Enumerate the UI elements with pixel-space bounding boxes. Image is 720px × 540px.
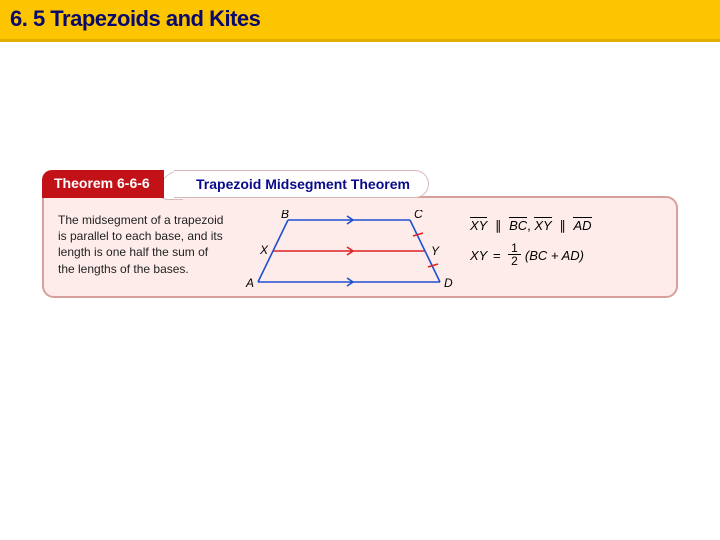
fraction-half: 1 2	[508, 242, 521, 268]
seg-bc: BC	[509, 218, 527, 233]
diagram-svg: B C Y D A X	[234, 210, 462, 296]
theorem-box: Theorem 6-6-6 Trapezoid Midsegment Theor…	[42, 170, 678, 298]
seg-ad: AD	[573, 218, 591, 233]
vertex-Y: Y	[431, 244, 440, 258]
theorem-number-tab: Theorem 6-6-6	[42, 170, 164, 198]
parallel-symbol-1: ∥	[495, 218, 502, 234]
section-title: 6. 5 Trapezoids and Kites	[10, 6, 710, 32]
vertex-C: C	[414, 210, 423, 221]
parallel-relations: XY ∥ BC, XY ∥ AD	[470, 218, 664, 234]
theorem-title-tab: Trapezoid Midsegment Theorem	[174, 170, 429, 198]
vertex-B: B	[281, 210, 289, 221]
frac-den: 2	[508, 255, 521, 268]
seg-xy-2: XY	[534, 218, 551, 233]
vertex-A: A	[245, 276, 254, 290]
parallel-symbol-2: ∥	[559, 218, 566, 234]
length-equation: XY = 1 2 (BC + AD)	[470, 242, 664, 268]
equals-sign: =	[489, 248, 504, 263]
section-header: 6. 5 Trapezoids and Kites	[0, 0, 720, 42]
eq-rhs: (BC + AD)	[525, 248, 584, 263]
theorem-description: The midsegment of a trapezoid is paralle…	[58, 212, 226, 284]
vertex-D: D	[444, 276, 453, 290]
theorem-tabs: Theorem 6-6-6 Trapezoid Midsegment Theor…	[42, 170, 678, 198]
eq-lhs: XY	[470, 248, 487, 263]
theorem-body: The midsegment of a trapezoid is paralle…	[42, 196, 678, 298]
trapezoid-diagram: B C Y D A X	[234, 212, 462, 284]
seg-xy-1: XY	[470, 218, 487, 233]
theorem-math: XY ∥ BC, XY ∥ AD XY = 1 2 (BC + AD)	[470, 212, 664, 284]
vertex-X: X	[259, 243, 269, 257]
